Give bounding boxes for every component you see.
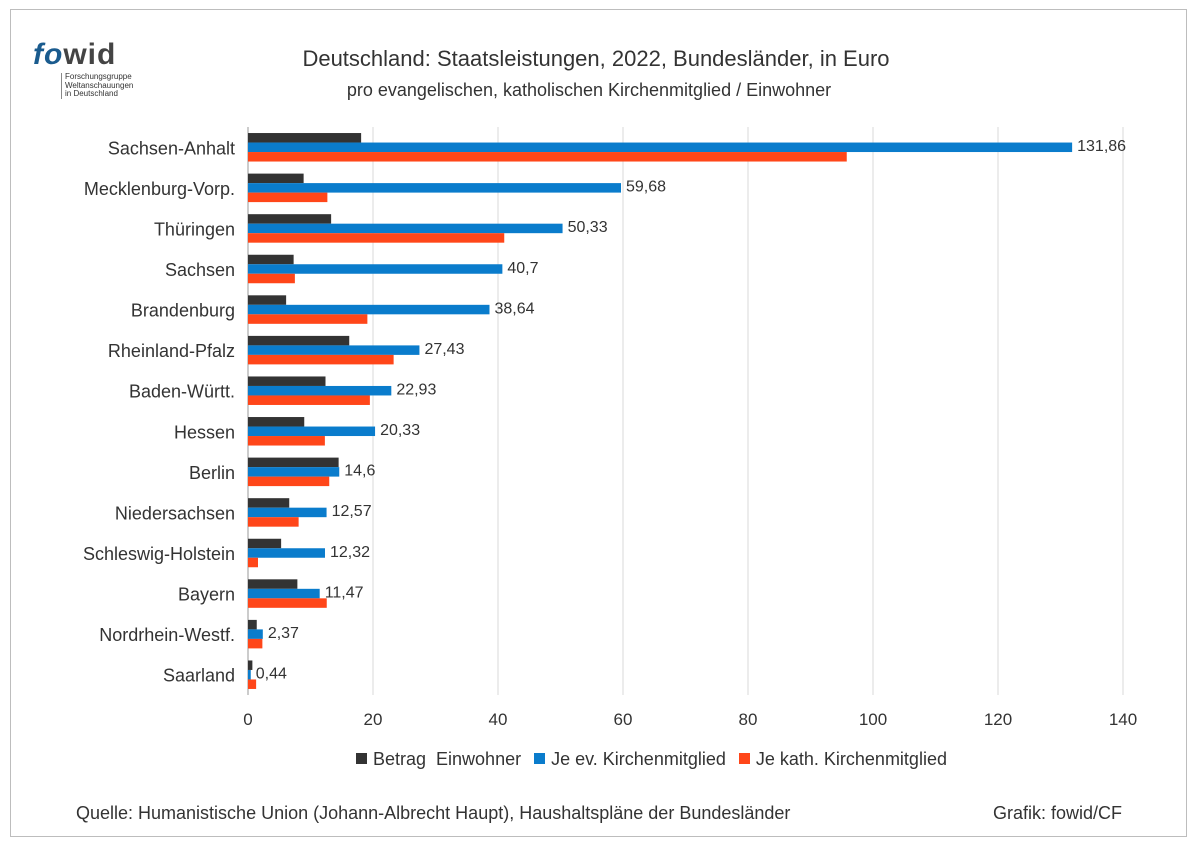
legend-swatch <box>534 753 546 764</box>
data-label: 11,47 <box>325 584 364 601</box>
bar-einwohner <box>248 335 350 346</box>
bar-katholisch <box>248 598 327 608</box>
x-tick-label: 0 <box>243 710 252 729</box>
legend-item-einwohner: Betrag Einwohner <box>356 749 521 770</box>
bar-einwohner <box>248 295 287 305</box>
legend: Betrag Einwohner Je ev. Kirchenmitglied … <box>356 749 955 770</box>
data-label: 20,33 <box>380 422 420 439</box>
bar-evangelisch <box>248 467 340 477</box>
chart-frame <box>10 9 1187 837</box>
bar-einwohner <box>248 214 332 224</box>
bar-einwohner <box>248 417 305 427</box>
x-tick-label: 100 <box>859 710 887 729</box>
category-label: Thüringen <box>154 219 235 239</box>
bar-evangelisch <box>248 588 320 599</box>
source-note: Quelle: Humanistische Union (Johann-Albr… <box>76 803 791 823</box>
category-label: Bayern <box>178 585 235 605</box>
bar-einwohner <box>248 173 304 184</box>
category-label: Nordrhein-Westf. <box>99 625 235 645</box>
category-label: Hessen <box>174 422 235 442</box>
bar-katholisch <box>248 273 295 284</box>
category-label: Sachsen <box>165 260 235 280</box>
x-tick-label: 60 <box>614 710 633 729</box>
bar-einwohner <box>248 376 326 386</box>
bar-evangelisch <box>248 223 563 234</box>
data-label: 0,44 <box>256 665 287 682</box>
bar-evangelisch <box>248 629 263 639</box>
data-label: 38,64 <box>495 300 535 317</box>
bar-evangelisch <box>248 142 1073 153</box>
bar-katholisch <box>248 476 330 487</box>
bar-katholisch <box>248 436 325 446</box>
x-tick-label: 140 <box>1109 710 1137 729</box>
bar-katholisch <box>248 152 847 162</box>
legend-item-katholisch: Je kath. Kirchenmitglied <box>738 749 947 770</box>
bar-katholisch <box>248 395 370 405</box>
data-label: 27,43 <box>424 341 464 358</box>
legend-item-evangelisch: Je ev. Kirchenmitglied <box>534 749 726 770</box>
bar-katholisch <box>248 679 257 689</box>
chart-title: Deutschland: Staatsleistungen, 2022, Bun… <box>302 46 890 71</box>
category-label: Baden-Württ. <box>129 382 235 402</box>
bar-katholisch <box>248 557 258 568</box>
bar-evangelisch <box>248 304 490 315</box>
legend-swatch <box>356 753 367 764</box>
bar-evangelisch <box>248 669 251 680</box>
category-label: Niedersachsen <box>115 503 235 523</box>
bar-einwohner <box>248 254 294 265</box>
bar-evangelisch <box>248 507 327 518</box>
bar-einwohner <box>248 457 339 468</box>
category-label: Saarland <box>163 666 235 686</box>
bar-einwohner <box>248 579 298 589</box>
bar-evangelisch <box>248 264 503 274</box>
credit-note: Grafik: fowid/CF <box>993 803 1123 823</box>
category-label: Brandenburg <box>131 301 235 321</box>
category-label: Sachsen-Anhalt <box>108 138 235 158</box>
data-label: 12,32 <box>330 544 370 561</box>
data-label: 12,57 <box>332 503 372 520</box>
bar-katholisch <box>248 354 394 365</box>
legend-swatch <box>738 753 750 764</box>
category-label: Mecklenburg-Vorp. <box>84 179 235 199</box>
logo-mark: fowid <box>33 38 117 71</box>
bar-evangelisch <box>248 385 392 396</box>
bar-einwohner <box>248 498 290 508</box>
bar-einwohner <box>248 538 282 549</box>
category-label: Rheinland-Pfalz <box>108 341 235 361</box>
bar-katholisch <box>248 638 263 649</box>
bar-einwohner <box>248 619 257 630</box>
data-label: 59,68 <box>626 179 666 196</box>
category-label: Berlin <box>189 463 235 483</box>
fowid-logo: fowid Forschungsgruppe Weltanschauungen … <box>33 38 133 99</box>
data-label: 131,86 <box>1077 138 1126 155</box>
bar-katholisch <box>248 314 368 324</box>
bar-katholisch <box>248 233 505 243</box>
category-label: Schleswig-Holstein <box>83 544 235 564</box>
bar-einwohner <box>248 133 362 143</box>
bar-evangelisch <box>248 426 376 437</box>
data-label: 2,37 <box>268 625 299 642</box>
bar-katholisch <box>248 517 299 527</box>
logo-subtitle: Forschungsgruppe Weltanschauungen in Deu… <box>61 72 133 99</box>
data-label: 50,33 <box>568 219 608 236</box>
data-label: 40,7 <box>507 260 538 277</box>
x-tick-label: 20 <box>364 710 383 729</box>
bar-evangelisch <box>248 548 325 558</box>
x-tick-label: 40 <box>489 710 508 729</box>
data-label: 14,6 <box>344 463 375 480</box>
x-tick-label: 120 <box>984 710 1012 729</box>
bar-evangelisch <box>248 183 621 193</box>
bar-evangelisch <box>248 345 420 355</box>
chart-subtitle: pro evangelischen, katholischen Kirchenm… <box>346 80 832 100</box>
x-tick-label: 80 <box>739 710 758 729</box>
bar-einwohner <box>248 660 253 670</box>
data-label: 22,93 <box>396 381 436 398</box>
bar-katholisch <box>248 192 328 203</box>
